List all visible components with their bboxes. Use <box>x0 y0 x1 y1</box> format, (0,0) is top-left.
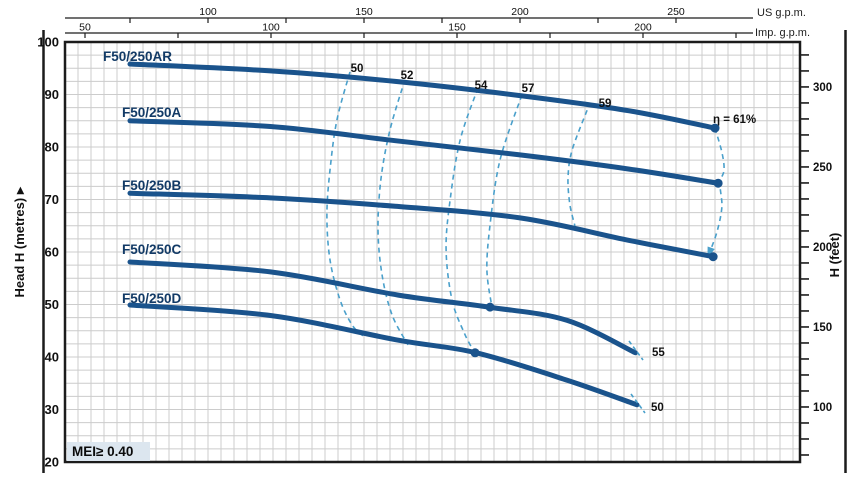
efficiency-line-59 <box>567 109 588 226</box>
feet-tick-label: 300 <box>813 82 832 94</box>
imp-gpm-tick-label: 150 <box>448 22 466 34</box>
curve-f50-250ar <box>127 61 718 131</box>
efficiency-label: 52 <box>401 70 414 82</box>
feet-tick-label: 150 <box>813 322 832 334</box>
curve-f50-250c <box>127 259 638 356</box>
feet-tick-label: 200 <box>813 242 832 254</box>
imp-gpm-tick-label: 200 <box>634 22 652 34</box>
metres-tick-label: 60 <box>45 245 59 260</box>
end-efficiency-tick <box>630 393 646 414</box>
curve-point-dot <box>710 123 720 133</box>
metres-tick-label: 70 <box>45 192 59 207</box>
pump-curves <box>127 61 721 408</box>
end-efficiency-tick <box>628 340 644 361</box>
imp-gpm-tick-label: 50 <box>79 22 91 34</box>
imp-gpm-tick-label: 100 <box>262 22 280 34</box>
left-axis-title: Head H (metres) ▶ <box>9 142 31 342</box>
efficiency-line-54 <box>445 87 479 353</box>
left-axis-metres: 20 30 40 50 60 70 80 90 100 <box>37 35 59 470</box>
us-gpm-tick-label: 250 <box>667 6 685 18</box>
metres-tick-label: 30 <box>45 402 59 417</box>
feet-tick-label: 250 <box>813 162 832 174</box>
grid <box>65 42 800 462</box>
end-efficiency-label: 50 <box>651 402 664 414</box>
curve-f50-250b <box>127 190 716 260</box>
end-efficiency-label: 55 <box>652 347 665 359</box>
metres-tick-label: 80 <box>45 140 59 155</box>
metres-tick-label: 50 <box>45 297 59 312</box>
efficiency-label: 54 <box>475 80 488 92</box>
curve-label: F50/250C <box>122 242 182 257</box>
efficiency-line-52 <box>377 79 409 346</box>
curve-point-dot <box>708 252 718 262</box>
curve-point-dot <box>713 178 723 188</box>
metres-tick-label: 40 <box>45 350 59 365</box>
imp-gpm-axis-unit: Imp. g.p.m. <box>755 27 811 39</box>
metres-tick-label: 100 <box>37 35 59 50</box>
efficiency-line-50 <box>326 71 364 337</box>
us-gpm-tick-label: 100 <box>199 6 217 18</box>
left-axis-title-text: Head H (metres) <box>12 197 27 298</box>
efficiency-label: 59 <box>599 98 612 110</box>
mei-rating-badge: MEI≥ 0.40 <box>67 442 150 461</box>
curve-label: F50/250AR <box>103 49 172 64</box>
curve-point-dot <box>470 348 480 358</box>
up-arrow-icon: ▶ <box>15 186 26 195</box>
efficiency-label: 57 <box>522 83 535 95</box>
curve-point-dot <box>485 302 495 312</box>
top-flow-axes: 100 150 200 250 50 100 150 200 <box>65 6 753 38</box>
curve-f50-250a <box>127 118 721 186</box>
curve-end-marks: 55 50 <box>628 340 665 414</box>
us-gpm-tick-label: 150 <box>355 6 373 18</box>
efficiency-line-57 <box>486 94 523 308</box>
right-axis-title: H (feet) <box>827 232 842 278</box>
efficiency-label: 50 <box>351 63 364 75</box>
plot-border <box>63 40 802 464</box>
curve-f50-250d <box>127 302 640 408</box>
metres-tick-label: 20 <box>45 455 59 470</box>
curve-label: F50/250D <box>122 291 182 306</box>
curve-label: F50/250A <box>122 105 182 120</box>
us-gpm-tick-label: 200 <box>511 6 529 18</box>
us-gpm-axis-unit: US g.p.m. <box>757 7 806 19</box>
right-axis-feet: 100 150 200 250 300 <box>800 54 832 456</box>
curve-label: F50/250B <box>122 178 182 193</box>
efficiency-label: η = 61% <box>713 114 756 126</box>
metres-tick-label: 90 <box>45 87 59 102</box>
feet-tick-label: 100 <box>813 402 832 414</box>
